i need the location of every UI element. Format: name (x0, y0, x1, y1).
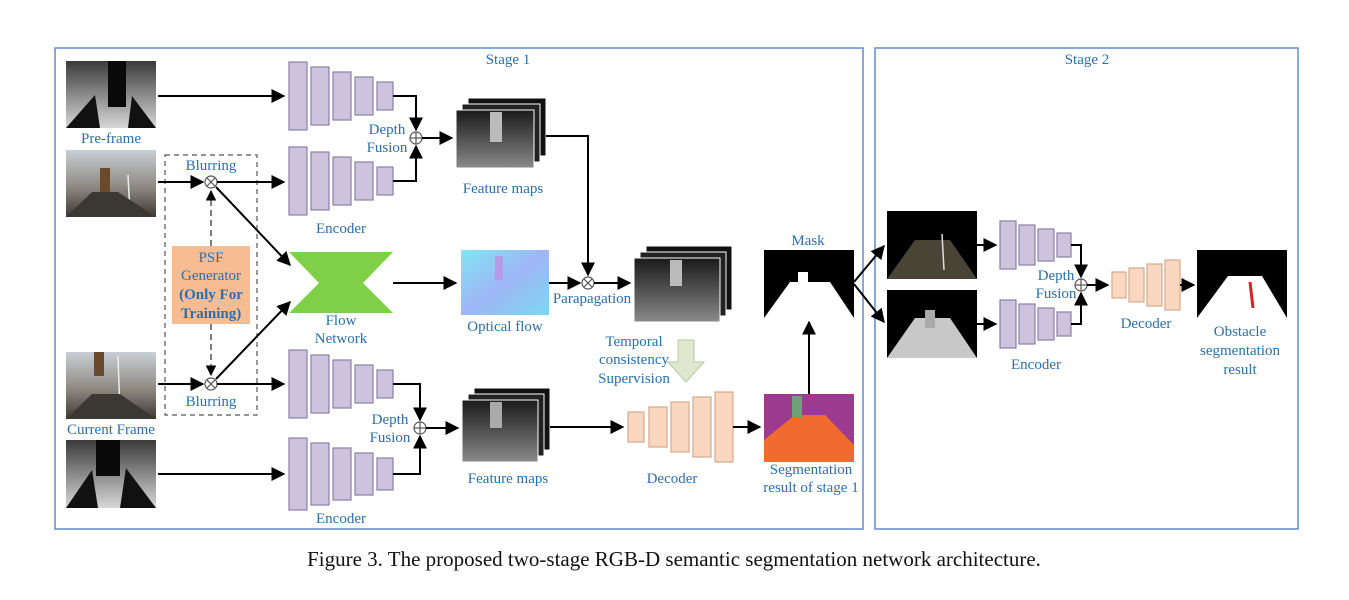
psf-generator-box (172, 246, 250, 324)
encoder-bottom-label: Encoder (316, 511, 366, 527)
optical-flow-image (461, 250, 549, 315)
encoder-top-label: Encoder (316, 221, 366, 237)
depth-fusion-bottom-node (413, 421, 427, 435)
feature-maps-bottom (461, 387, 551, 463)
flow-network-line2: Network (315, 331, 368, 347)
depth-fusion-bottom-line2: Fusion (370, 430, 411, 446)
temporal-supervision-arrow (666, 339, 706, 383)
depth-fusion-top-line2: Fusion (367, 140, 408, 156)
blur-multiply-node-top (204, 175, 218, 189)
obstacle-result-image (1197, 250, 1287, 318)
flow-arrows (158, 89, 1196, 481)
flow-network-shape (289, 252, 393, 313)
figure-caption: Figure 3. The proposed two-stage RGB-D s… (307, 547, 1041, 571)
encoder-stage2-label: Encoder (1011, 357, 1061, 373)
stage2-rgb-masked-image (887, 211, 977, 279)
decoder-stage2-label: Decoder (1121, 316, 1172, 332)
propagation-node (581, 276, 595, 290)
segmentation-stage1-line2: result of stage 1 (763, 480, 858, 496)
pre-frame-depth-image (66, 61, 156, 128)
depth-fusion-stage2-line2: Fusion (1036, 286, 1077, 302)
encoder-current-depth (288, 437, 394, 511)
depth-fusion-bottom-line1: Depth (372, 412, 409, 428)
stage2-frame (874, 47, 1299, 530)
stage1-title: Stage 1 (486, 52, 531, 68)
obstacle-result-line3: result (1223, 362, 1257, 378)
propagated-feature-maps (633, 245, 733, 323)
obstacle-result-line1: Obstacle (1214, 324, 1267, 340)
stage1-frame (54, 47, 864, 530)
encoder-pre-depth (288, 61, 394, 131)
current-frame-label: Current Frame (67, 422, 155, 438)
mask-image (764, 250, 854, 318)
depth-fusion-stage2-line1: Depth (1038, 268, 1075, 284)
blurring-top-label: Blurring (186, 158, 237, 174)
stage2-title: Stage 2 (1065, 52, 1110, 68)
optical-flow-figure (495, 256, 503, 280)
optical-flow-label: Optical flow (467, 319, 543, 335)
segmentation-stage1-image (764, 394, 854, 462)
propagation-label: Parapagation (553, 291, 632, 307)
feature-maps-bottom-label: Feature maps (468, 471, 549, 487)
pre-frame-label: Pre-frame (81, 131, 141, 147)
psf-line1: PSF (198, 250, 223, 266)
feature-maps-top-label: Feature maps (463, 181, 544, 197)
decoder-stage1-label: Decoder (647, 471, 698, 487)
psf-dashed-region (164, 154, 258, 416)
stage2-depth-masked-image (887, 290, 977, 358)
depth-fusion-stage2-node (1074, 278, 1088, 292)
mask-label: Mask (791, 233, 825, 249)
segmentation-stage1-line1: Segmentation (770, 462, 853, 478)
temporal-line3: Supervision (598, 371, 670, 387)
feature-maps-top (455, 97, 547, 169)
depth-fusion-top-line1: Depth (369, 122, 406, 138)
psf-line4: Training) (181, 306, 242, 322)
encoder-pre-rgb (288, 146, 394, 216)
encoder-stage2-bottom (999, 299, 1072, 349)
current-frame-depth-image (66, 440, 156, 508)
temporal-line2: consistency (599, 352, 669, 368)
depth-fusion-top-node (409, 131, 423, 145)
psf-line3: (Only For (179, 287, 243, 303)
encoder-current-rgb (288, 349, 394, 419)
blurring-bottom-label: Blurring (186, 394, 237, 410)
pre-frame-rgb-image (66, 150, 156, 217)
temporal-line1: Temporal (605, 334, 662, 350)
decoder-stage1 (627, 391, 734, 463)
flow-network-line1: Flow (326, 313, 357, 329)
current-frame-rgb-image (66, 352, 156, 419)
psf-line2: Generator (181, 268, 241, 284)
obstacle-result-line2: segmentation (1200, 343, 1280, 359)
decoder-stage2 (1111, 259, 1181, 311)
blur-multiply-node-bottom (204, 377, 218, 391)
encoder-stage2-top (999, 220, 1072, 270)
